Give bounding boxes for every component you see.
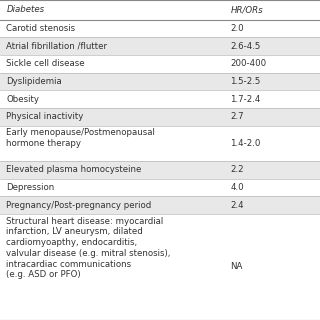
Text: Depression: Depression <box>6 183 55 192</box>
Text: 2.2: 2.2 <box>230 165 244 174</box>
Bar <box>0 196 320 214</box>
Text: 200-400: 200-400 <box>230 59 267 68</box>
Bar <box>0 20 320 37</box>
Bar <box>0 0 320 20</box>
Bar <box>0 73 320 90</box>
Text: Early menopause/Postmenopausal
hormone therapy: Early menopause/Postmenopausal hormone t… <box>6 128 155 148</box>
Bar <box>0 161 320 179</box>
Bar <box>0 179 320 196</box>
Text: Physical inactivity: Physical inactivity <box>6 112 84 121</box>
Text: 2.6-4.5: 2.6-4.5 <box>230 42 261 51</box>
Text: 2.7: 2.7 <box>230 112 244 121</box>
Text: Elevated plasma homocysteine: Elevated plasma homocysteine <box>6 165 142 174</box>
Text: 1.7-2.4: 1.7-2.4 <box>230 95 261 104</box>
Bar <box>0 55 320 73</box>
Text: 4.0: 4.0 <box>230 183 244 192</box>
Bar <box>0 108 320 126</box>
Bar <box>0 126 320 161</box>
Bar <box>0 37 320 55</box>
Text: 1.4-2.0: 1.4-2.0 <box>230 139 261 148</box>
Bar <box>0 90 320 108</box>
Text: Atrial fibrillation /flutter: Atrial fibrillation /flutter <box>6 42 108 51</box>
Text: Pregnancy/Post-pregnancy period: Pregnancy/Post-pregnancy period <box>6 201 152 210</box>
Bar <box>0 214 320 320</box>
Text: HR/ORs: HR/ORs <box>230 5 263 14</box>
Text: Sickle cell disease: Sickle cell disease <box>6 59 85 68</box>
Text: Dyslipidemia: Dyslipidemia <box>6 77 62 86</box>
Text: 1.5-2.5: 1.5-2.5 <box>230 77 261 86</box>
Text: 2.0: 2.0 <box>230 24 244 33</box>
Text: 2.4: 2.4 <box>230 201 244 210</box>
Text: Diabetes: Diabetes <box>6 5 44 14</box>
Text: Obesity: Obesity <box>6 95 39 104</box>
Text: NA: NA <box>230 262 243 271</box>
Text: Carotid stenosis: Carotid stenosis <box>6 24 76 33</box>
Text: Structural heart disease: myocardial
infarction, LV aneurysm, dilated
cardiomyoa: Structural heart disease: myocardial inf… <box>6 217 171 279</box>
